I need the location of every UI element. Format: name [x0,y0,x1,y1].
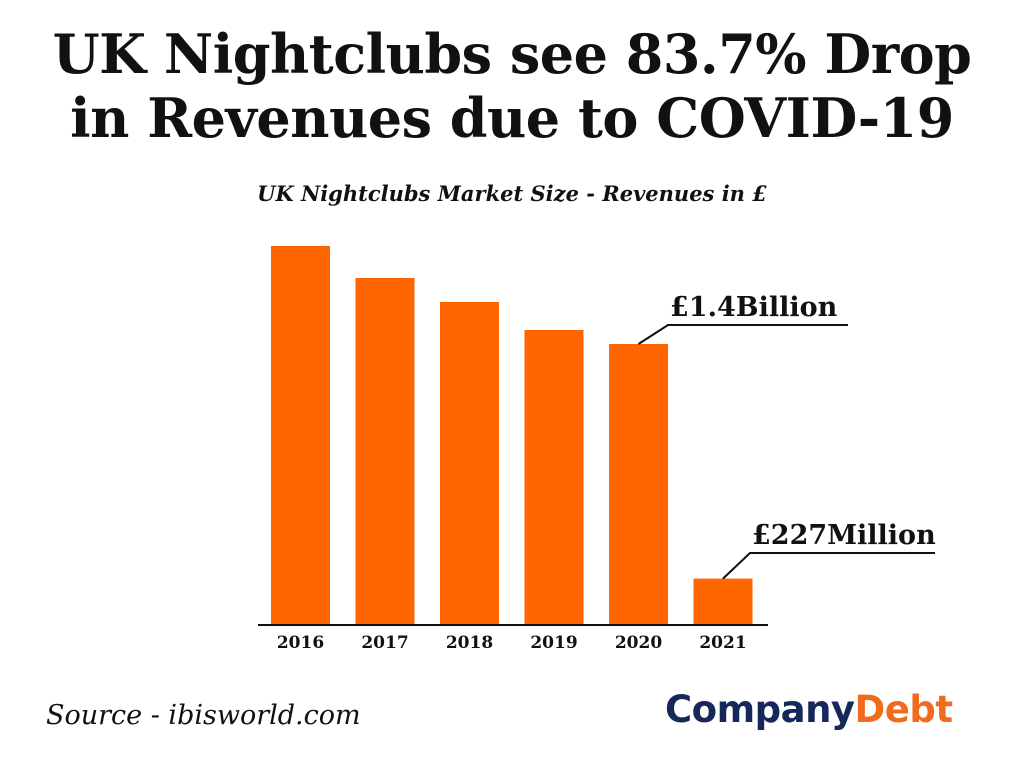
logo-text-company: Company [665,688,855,731]
data-label-2020: £1.4Billion [670,292,838,323]
source-note: Source - ibisworld.com [46,700,361,731]
company-debt-logo: CompanyDebt [665,688,953,731]
logo-text-debt: Debt [854,688,953,731]
x-tick-label-2017: 2017 [361,633,408,653]
headline-line-2: in Revenues due to COVID-19 [70,86,954,150]
bar-2017 [355,278,415,624]
annotation-leader-2020 [637,324,848,345]
bar-2016 [271,246,330,624]
x-tick-label-2021: 2021 [699,633,746,653]
data-label-2021: £227Million [752,520,936,551]
bar-2021 [693,578,753,624]
bar-2018 [440,302,499,624]
bar-2019 [524,330,584,624]
annotation-leader-2021 [722,552,935,580]
x-tick-label-2016: 2016 [277,633,324,653]
headline-line-1: UK Nightclubs see 83.7% Drop [52,22,972,86]
chart-title: UK Nightclubs Market Size - Revenues in … [257,181,767,206]
headline: UK Nightclubs see 83.7% Drop in Revenues… [0,22,1024,150]
bar-2020 [609,344,668,624]
x-tick-label-2020: 2020 [615,633,662,653]
x-tick-label-2019: 2019 [530,633,577,653]
x-tick-label-2018: 2018 [446,633,493,653]
